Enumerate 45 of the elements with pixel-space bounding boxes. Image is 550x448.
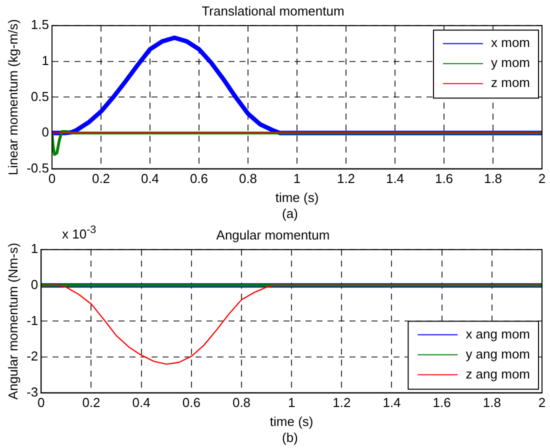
x-tick-label: 1 bbox=[293, 171, 301, 186]
legend-label: y mom bbox=[491, 55, 530, 70]
y-tick-label: 1.5 bbox=[30, 17, 49, 32]
x-tick-label: 0.4 bbox=[132, 395, 150, 410]
x-tick-label: 0.2 bbox=[82, 395, 100, 410]
legend-label: x mom bbox=[491, 35, 530, 50]
y-tick-label: 0 bbox=[30, 276, 38, 292]
y-tick-label: -3 bbox=[26, 384, 38, 400]
legend-label: y ang mom bbox=[466, 346, 530, 362]
x-tick-label: 2 bbox=[538, 395, 546, 410]
x-tick-label: 2 bbox=[538, 171, 546, 186]
x-tick-label: 1 bbox=[288, 395, 296, 410]
y-axis-title: Angular momentum (Nm-s) bbox=[5, 242, 20, 400]
x-tick-label: 1.8 bbox=[484, 171, 502, 186]
y-axis-title: Linear momentum (kg-m/s) bbox=[5, 19, 20, 176]
legend-label: z ang mom bbox=[466, 366, 530, 382]
x-tick-label: 0.6 bbox=[190, 171, 208, 186]
y-tick-label: 0 bbox=[42, 124, 49, 140]
text: x 10$^{-3}$ bbox=[62, 224, 96, 242]
x-tick-label: 1.2 bbox=[336, 171, 356, 186]
x-tick-label: 1.2 bbox=[332, 395, 351, 410]
legend-label: x ang mom bbox=[466, 326, 530, 342]
x-tick-label: 0.6 bbox=[182, 395, 200, 410]
chart-title: Translational momentum bbox=[202, 3, 344, 18]
y-tick-label: -0.5 bbox=[26, 160, 49, 176]
x-tick-label: 0.8 bbox=[238, 171, 258, 186]
chart-title: Angular momentum bbox=[216, 227, 330, 242]
x-tick-label: 1.8 bbox=[482, 395, 501, 410]
y-tick-label: -1 bbox=[26, 312, 38, 328]
text: (b) bbox=[281, 430, 299, 446]
x-tick-label: 0.4 bbox=[140, 171, 160, 186]
y-tick-label: -2 bbox=[26, 348, 38, 364]
x-tick-label: 1.4 bbox=[382, 395, 401, 410]
y-tick-label: 0.5 bbox=[30, 88, 49, 104]
x-tick-label: 0.8 bbox=[232, 395, 251, 410]
y-tick-label: 1 bbox=[30, 241, 38, 256]
x-tick-label: 0.2 bbox=[92, 171, 110, 186]
legend-label: z mom bbox=[491, 75, 530, 90]
text: (a) bbox=[281, 206, 299, 222]
x-axis-title: time (s) bbox=[275, 190, 319, 205]
x-tick-label: 1.4 bbox=[386, 171, 404, 186]
x-tick-label: 1.6 bbox=[432, 395, 451, 410]
y-tick-label: 1 bbox=[42, 52, 49, 68]
x-axis-title: time (s) bbox=[270, 414, 314, 429]
x-tick-label: 1.6 bbox=[434, 171, 454, 186]
